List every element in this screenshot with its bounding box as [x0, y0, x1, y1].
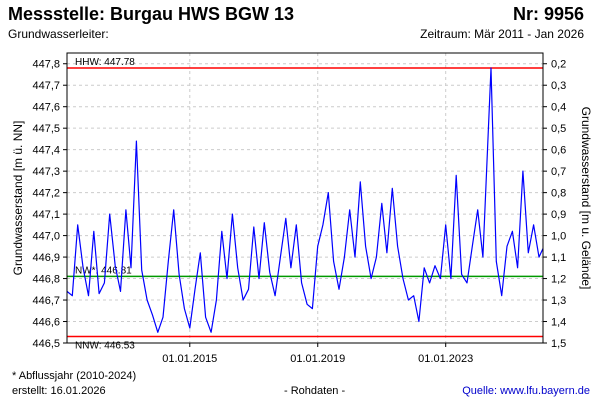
y-tick-label: 447,5: [32, 123, 60, 135]
source-link[interactable]: Quelle: www.lfu.bayern.de: [462, 385, 590, 397]
period-label: Zeitraum: Mär 2011 - Jan 2026: [420, 27, 584, 41]
y2-tick-label: 1,0: [551, 231, 566, 243]
x-tick-label: 01.01.2019: [290, 353, 345, 365]
y2-tick-label: 0,3: [551, 80, 566, 92]
footnote: * Abflussjahr (2010-2024): [12, 370, 137, 382]
series-line-0: [66, 67, 544, 333]
nw-label: NW*: 446.81: [75, 265, 132, 276]
y2-tick-label: 0,7: [551, 166, 566, 178]
y-tick-label: 447,6: [32, 102, 60, 114]
plot-frame: [66, 52, 544, 344]
y2-tick-label: 0,6: [551, 145, 566, 157]
raw-data-label: - Rohdaten -: [284, 385, 346, 397]
chart-title: Messstelle: Burgau HWS BGW 13: [8, 4, 295, 24]
aquifer-label: Grundwasserleiter:: [8, 27, 109, 41]
y-tick-label: 446,5: [32, 338, 60, 350]
grid-lines: [63, 53, 547, 347]
created-date: erstellt: 16.01.2026: [12, 385, 106, 397]
y-tick-label: 446,8: [32, 274, 60, 286]
y2-tick-label: 0,2: [551, 59, 566, 71]
y2-tick-label: 1,5: [551, 338, 566, 350]
hhw-label: HHW: 447.78: [75, 57, 135, 68]
y-axis-label: Grundwasserstand [m ü. NN]: [11, 121, 25, 276]
y2-tick-label: 1,4: [551, 317, 566, 329]
x-tick-label: 01.01.2023: [418, 353, 473, 365]
y2-tick-label: 1,1: [551, 252, 566, 264]
y2-tick-label: 0,9: [551, 209, 566, 221]
y2-tick-label: 0,4: [551, 102, 566, 114]
y-tick-label: 447,8: [32, 59, 60, 71]
y-tick-label: 446,9: [32, 252, 60, 264]
station-number: Nr: 9956: [512, 4, 584, 24]
nnw-label: NNW: 446.53: [75, 341, 135, 352]
y-tick-label: 447,1: [32, 209, 60, 221]
y-tick-label: 446,7: [32, 295, 60, 307]
y-tick-label: 447,7: [32, 80, 60, 92]
y-tick-label: 447,3: [32, 166, 60, 178]
y2-tick-label: 1,3: [551, 295, 566, 307]
series-group: [66, 67, 544, 333]
y2-axis-label: Grundwasserstand [m u. Gelände]: [579, 107, 593, 290]
x-tick-labels: 01.01.2015 01.01.2019 01.01.2023: [162, 353, 473, 365]
y-tick-label: 447,0: [32, 231, 60, 243]
y-tick-label: 447,4: [32, 145, 60, 157]
y-tick-labels: 446,5 446,6 446,7 446,8 446,9 447,0 447,1 447,2…: [32, 59, 60, 350]
y2-tick-labels: 1,5 1,4 1,3 1,2 1,1 1,0 0,9 0,8 0,7 0,6 0,5 0,4 0,3 0…: [551, 59, 566, 350]
y-tick-label: 446,6: [32, 317, 60, 329]
y-tick-label: 447,2: [32, 188, 60, 200]
y2-tick-label: 0,5: [551, 123, 566, 135]
reference-lines: HHW: 447.78 NW*: 446.81 NNW: 446.53: [67, 57, 543, 352]
y2-tick-label: 1,2: [551, 274, 566, 286]
y2-tick-label: 0,8: [551, 188, 566, 200]
x-tick-label: 01.01.2015: [162, 353, 217, 365]
